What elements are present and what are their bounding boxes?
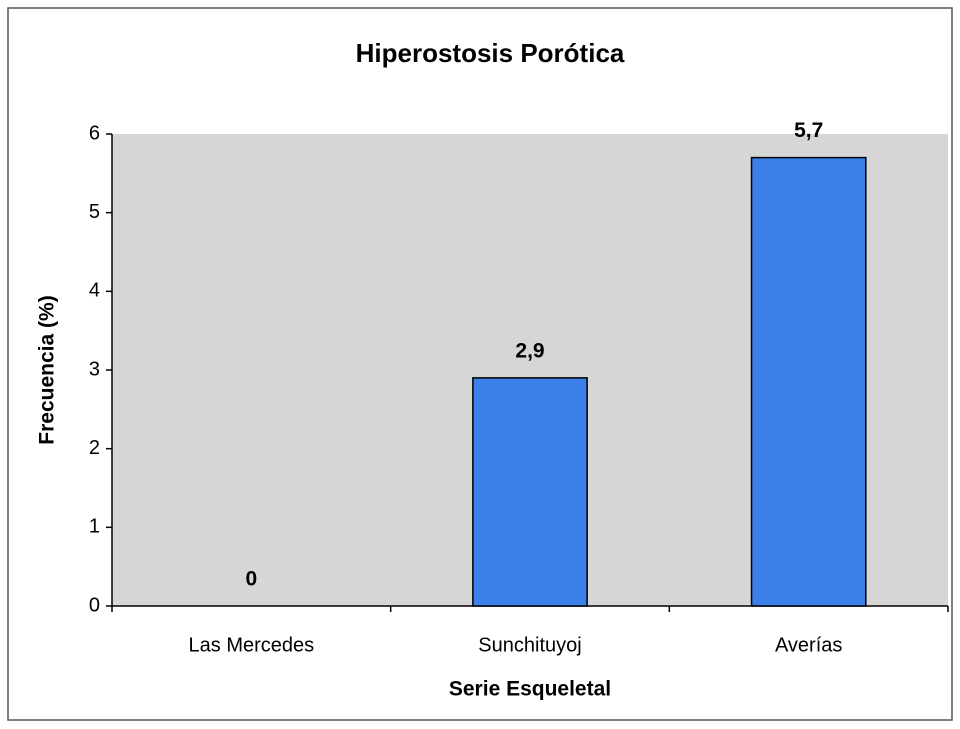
y-tick-label: 4 <box>89 280 100 302</box>
y-tick-label: 1 <box>89 516 100 538</box>
y-axis-title: Frecuencia (%) <box>36 295 59 444</box>
x-tick-label: Sunchituyoj <box>478 634 581 656</box>
chart-title: Hiperostosis Porótica <box>356 38 625 68</box>
bar <box>750 156 867 607</box>
y-tick-label: 3 <box>89 358 100 380</box>
value-label: 2,9 <box>515 339 544 362</box>
bar <box>472 377 588 607</box>
x-axis-title: Serie Esqueletal <box>449 678 611 701</box>
value-label: 0 <box>245 568 257 591</box>
value-label: 5,7 <box>794 119 823 142</box>
x-tick-label: Averías <box>775 634 842 656</box>
y-tick-label: 2 <box>89 437 100 459</box>
y-tick-label: 0 <box>89 594 100 616</box>
x-tick-label: Las Mercedes <box>189 634 315 656</box>
y-tick-label: 5 <box>89 201 100 223</box>
y-tick-label: 6 <box>89 122 100 144</box>
